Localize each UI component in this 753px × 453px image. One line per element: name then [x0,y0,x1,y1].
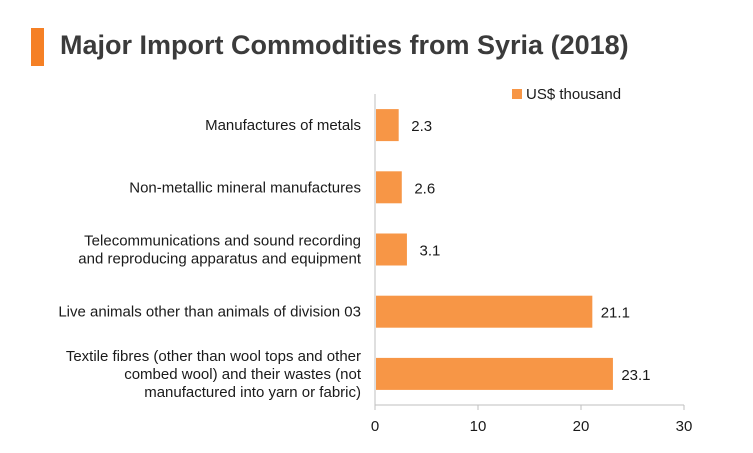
category-label: manufactured into yarn or fabric) [144,384,361,401]
title-accent-bar [31,28,44,66]
data-label: 3.1 [420,243,441,260]
data-label: 21.1 [601,305,630,322]
category-label: Telecommunications and sound recording [84,233,361,250]
x-tick-label: 30 [676,418,693,435]
bar [376,295,593,328]
category-label: Manufactures of metals [205,117,361,134]
chart-title: Major Import Commodities from Syria (201… [60,30,629,60]
x-tick-label: 20 [573,418,590,435]
category-label: Live animals other than animals of divis… [58,304,361,321]
category-label: Non-metallic mineral manufactures [129,179,361,196]
data-label: 23.1 [621,367,650,384]
x-tick-label: 0 [371,418,379,435]
bar [376,357,613,390]
bar [376,109,399,142]
bar [376,233,407,266]
bar [376,171,402,204]
data-label: 2.6 [414,180,435,197]
category-label: combed wool) and their wastes (not [124,366,362,383]
category-label: Textile fibres (other than wool tops and… [66,348,361,365]
data-label: 2.3 [411,118,432,135]
category-label: and reproducing apparatus and equipment [78,251,362,268]
legend-swatch [512,89,522,99]
legend-label: US$ thousand [526,86,621,103]
x-tick-label: 10 [470,418,487,435]
